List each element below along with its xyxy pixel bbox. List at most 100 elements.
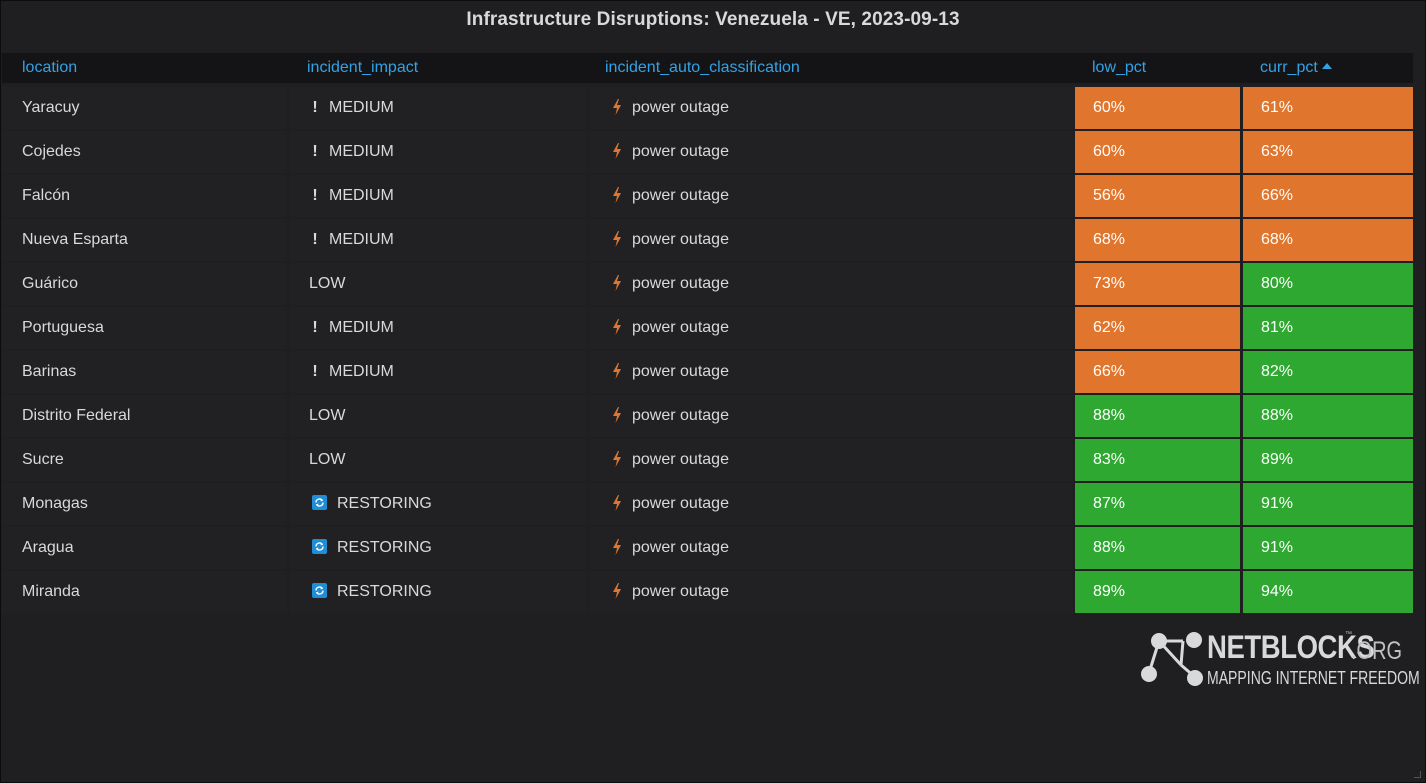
- cell-low-pct: 89%: [1075, 571, 1240, 613]
- column-header-incident-impact[interactable]: incident_impact: [307, 53, 418, 83]
- sort-ascending-icon: [1321, 63, 1332, 69]
- column-header-location[interactable]: location: [22, 53, 77, 83]
- classification-label: power outage: [632, 99, 729, 116]
- column-header-label: incident_auto_classification: [605, 59, 800, 76]
- cell-location: Yaracuy: [2, 87, 287, 129]
- panel-title[interactable]: Infrastructure Disruptions: Venezuela - …: [466, 9, 960, 30]
- lightning-bolt-icon: [613, 583, 621, 599]
- lightning-bolt-icon: [613, 539, 621, 555]
- impact-label: MEDIUM: [329, 187, 394, 204]
- cell-low-pct: 60%: [1075, 87, 1240, 129]
- lightning-bolt-icon: [613, 231, 621, 247]
- cell-location: Cojedes: [2, 131, 287, 173]
- classification-label: power outage: [632, 363, 729, 380]
- cell-incident-classification: power outage: [589, 483, 1073, 525]
- lightning-bolt-icon: [613, 363, 621, 379]
- classification-label: power outage: [632, 187, 729, 204]
- impact-label: RESTORING: [337, 583, 432, 600]
- classification-label: power outage: [632, 539, 729, 556]
- impact-label: RESTORING: [337, 539, 432, 556]
- impact-label: MEDIUM: [329, 231, 394, 248]
- cell-incident-impact: ! MEDIUM: [290, 175, 586, 217]
- cell-incident-classification: power outage: [589, 571, 1073, 613]
- cell-incident-impact: ! MEDIUM: [290, 351, 586, 393]
- lightning-bolt-icon: [613, 99, 621, 115]
- cell-location: Monagas: [2, 483, 287, 525]
- lightning-bolt-icon: [613, 187, 621, 203]
- lightning-bolt-icon: [613, 143, 621, 159]
- classification-label: power outage: [632, 143, 729, 160]
- cell-curr-pct: 89%: [1243, 439, 1413, 481]
- cell-incident-classification: power outage: [589, 175, 1073, 217]
- impact-label: RESTORING: [337, 495, 432, 512]
- table-row: Sucre LOW power outage 83% 89%: [2, 439, 1413, 481]
- lightning-bolt-icon: [613, 407, 621, 423]
- column-header-curr-pct[interactable]: curr_pct: [1260, 53, 1332, 83]
- table-row: Nueva Esparta! MEDIUM power outage 68% 68%: [2, 219, 1413, 261]
- exclamation-icon: !: [312, 99, 318, 116]
- cell-incident-impact: RESTORING: [290, 527, 586, 569]
- cell-curr-pct: 66%: [1243, 175, 1413, 217]
- cell-low-pct: 88%: [1075, 527, 1240, 569]
- cell-incident-classification: power outage: [589, 307, 1073, 349]
- table-row: Yaracuy! MEDIUM power outage 60% 61%: [2, 87, 1413, 129]
- cell-curr-pct: 88%: [1243, 395, 1413, 437]
- table-row: Aragua RESTORING power outage 88% 91%: [2, 527, 1413, 569]
- cell-incident-impact: RESTORING: [290, 483, 586, 525]
- classification-label: power outage: [632, 275, 729, 292]
- logo-tagline: MAPPING INTERNET FREEDOM: [1207, 668, 1420, 688]
- cell-low-pct: 62%: [1075, 307, 1240, 349]
- cell-curr-pct: 91%: [1243, 527, 1413, 569]
- cell-location: Nueva Esparta: [2, 219, 287, 261]
- impact-label: LOW: [309, 451, 346, 468]
- exclamation-icon: !: [312, 187, 318, 204]
- cell-curr-pct: 91%: [1243, 483, 1413, 525]
- cell-curr-pct: 61%: [1243, 87, 1413, 129]
- panel-resize-handle[interactable]: [1414, 771, 1421, 778]
- cell-location: Portuguesa: [2, 307, 287, 349]
- column-header-label: curr_pct: [1260, 59, 1318, 76]
- cell-location: Barinas: [2, 351, 287, 393]
- cell-low-pct: 83%: [1075, 439, 1240, 481]
- lightning-bolt-icon: [613, 495, 621, 511]
- lightning-bolt-icon: [613, 319, 621, 335]
- exclamation-icon: !: [312, 231, 318, 248]
- exclamation-icon: !: [312, 143, 318, 160]
- classification-label: power outage: [632, 319, 729, 336]
- table-row: Monagas RESTORING power outage 87% 91%: [2, 483, 1413, 525]
- impact-label: LOW: [309, 275, 346, 292]
- cell-low-pct: 66%: [1075, 351, 1240, 393]
- cell-location: Sucre: [2, 439, 287, 481]
- cell-low-pct: 88%: [1075, 395, 1240, 437]
- table-row: Miranda RESTORING power outage 89% 94%: [2, 571, 1413, 613]
- column-header-incident-auto-classification[interactable]: incident_auto_classification: [605, 53, 800, 83]
- table-row: Barinas! MEDIUM power outage 66% 82%: [2, 351, 1413, 393]
- cell-curr-pct: 81%: [1243, 307, 1413, 349]
- cell-low-pct: 73%: [1075, 263, 1240, 305]
- table-row: Distrito Federal LOW power outage 88% 88%: [2, 395, 1413, 437]
- cell-curr-pct: 63%: [1243, 131, 1413, 173]
- cell-incident-classification: power outage: [589, 131, 1073, 173]
- cell-low-pct: 87%: [1075, 483, 1240, 525]
- lightning-bolt-icon: [613, 275, 621, 291]
- cell-incident-impact: ! MEDIUM: [290, 87, 586, 129]
- cell-incident-classification: power outage: [589, 439, 1073, 481]
- classification-label: power outage: [632, 583, 729, 600]
- cell-curr-pct: 94%: [1243, 571, 1413, 613]
- column-header-label: location: [22, 59, 78, 76]
- lightning-bolt-icon: [613, 451, 621, 467]
- column-header-low-pct[interactable]: low_pct: [1092, 53, 1146, 83]
- logo-suffix: .ORG: [1351, 637, 1403, 665]
- cell-low-pct: 56%: [1075, 175, 1240, 217]
- cell-incident-impact: ! MEDIUM: [290, 307, 586, 349]
- classification-label: power outage: [632, 451, 729, 468]
- logo-trademark: ™: [1345, 631, 1352, 638]
- exclamation-icon: !: [312, 363, 318, 380]
- restore-icon: [312, 495, 327, 510]
- restore-icon: [312, 539, 327, 554]
- cell-incident-impact: RESTORING: [290, 571, 586, 613]
- table-header: location incident_impact incident_auto_c…: [2, 53, 1413, 83]
- table-row: Cojedes! MEDIUM power outage 60% 63%: [2, 131, 1413, 173]
- cell-low-pct: 68%: [1075, 219, 1240, 261]
